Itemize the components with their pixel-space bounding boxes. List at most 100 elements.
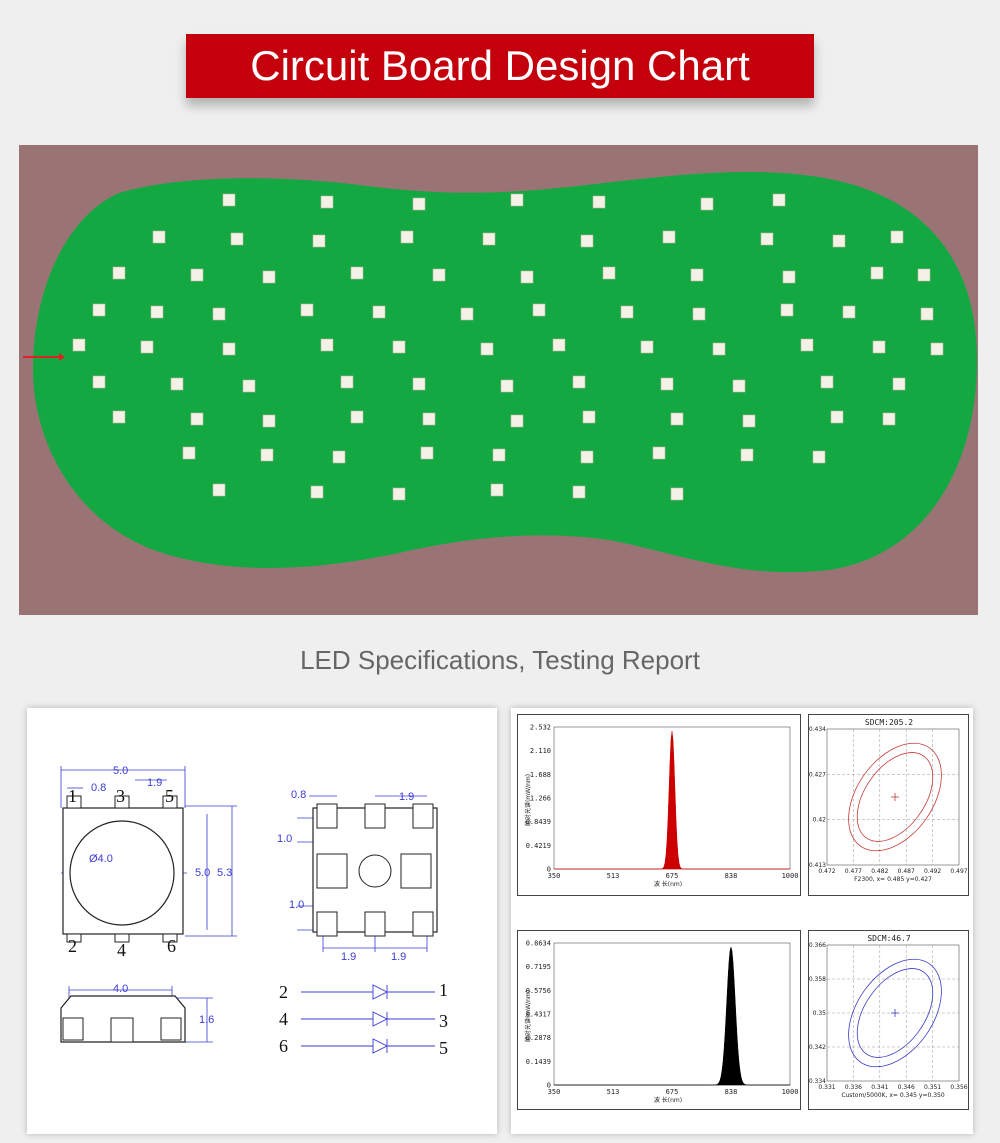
led-chip-icon: [620, 305, 634, 319]
dim-pad-gap: 1.9: [399, 791, 414, 803]
led-chip-icon: [320, 338, 334, 352]
x-tick-label: 0.351: [924, 1084, 941, 1091]
dim-height-outer: 5.3: [217, 867, 232, 879]
led-chip-icon: [150, 305, 164, 319]
y-tick-label: 0.1439: [526, 1058, 551, 1066]
led-chip-icon: [920, 307, 934, 321]
page-title: Circuit Board Design Chart: [250, 42, 750, 89]
led-chip-icon: [92, 375, 106, 389]
dim-pad-width: 0.8: [291, 789, 306, 801]
diode-icon: [372, 1011, 389, 1027]
led-chip-icon: [420, 446, 434, 460]
led-chip-icon: [580, 450, 594, 464]
x-tick-label: 350: [548, 1088, 561, 1096]
dim-side-height: 1.6: [199, 1014, 214, 1026]
pcb-image: [19, 145, 978, 615]
x-tick-label: 675: [666, 1088, 679, 1096]
y-tick-label: 0.4317: [526, 1011, 551, 1019]
diode-icon: [372, 984, 389, 1000]
led-chip-icon: [712, 342, 726, 356]
led-chip-icon: [782, 270, 796, 284]
led-chip-icon: [400, 230, 414, 244]
x-tick-label: 838: [725, 1088, 738, 1096]
led-chip-icon: [312, 234, 326, 248]
y-tick-label: 0.5756: [526, 987, 551, 995]
y-tick-label: 0.35: [813, 1010, 827, 1017]
led-chip-icon: [212, 307, 226, 321]
led-chip-icon: [582, 410, 596, 424]
chromaticity-plot: SDCM:46.7 0.366 0.358 0.35 0.342 0.334 0.331 0.…: [808, 930, 969, 1110]
led-chip-icon: [222, 193, 236, 207]
led-chip-icon: [262, 270, 276, 284]
macadam-ellipse: [848, 742, 942, 852]
chroma-footer: Custom/5000K, x= 0.345 y=0.350: [841, 1092, 945, 1099]
spectrum-peak: [554, 730, 790, 870]
led-chip-icon: [892, 377, 906, 391]
led-chip-icon: [572, 485, 586, 499]
dim-pin-pitch: 0.8: [91, 782, 106, 794]
led-chip-icon: [222, 342, 236, 356]
x-tick-label: 0.341: [871, 1084, 888, 1091]
x-tick-label: 0.336: [845, 1084, 862, 1091]
led-chip-icon: [460, 307, 474, 321]
pin-label: 5: [165, 786, 174, 806]
x-tick-label: 0.472: [818, 868, 835, 875]
led-chip-icon: [700, 197, 714, 211]
led-chip-icon: [842, 305, 856, 319]
led-chip-icon: [492, 448, 506, 462]
led-chip-icon: [140, 340, 154, 354]
y-tick-label: 0.7195: [526, 963, 551, 971]
led-chip-icon: [572, 375, 586, 389]
led-chip-icon: [640, 340, 654, 354]
x-tick-label: 0.331: [818, 1084, 835, 1091]
x-tick-label: 0.487: [898, 868, 915, 875]
led-chip-icon: [490, 483, 504, 497]
spectrum-plot: 2.532 2.110 1.688 1.266 0.8439 0.4219 0 350 513 6…: [517, 714, 801, 896]
led-chip-icon: [510, 193, 524, 207]
y-tick-label: 0.42: [813, 817, 827, 824]
y-tick-label: 0.413: [809, 862, 826, 869]
led-chip-icon: [580, 234, 594, 248]
pin-label: 4: [117, 940, 126, 960]
y-tick-label: 0.334: [809, 1078, 826, 1085]
y-tick-label: 0.4219: [526, 842, 551, 850]
x-tick-label: 0.482: [871, 868, 888, 875]
led-chip-icon: [262, 414, 276, 428]
x-tick-label: 513: [607, 872, 620, 880]
x-tick-label: 1000: [782, 1088, 799, 1096]
macadam-ellipse: [856, 968, 934, 1058]
led-chip-icon: [742, 414, 756, 428]
led-chip-icon: [242, 379, 256, 393]
dim-pad-gap-bottom: 1.9: [341, 951, 356, 963]
led-chip-icon: [882, 412, 896, 426]
dim-pad-gap-bottom: 1.9: [391, 951, 406, 963]
led-chip-icon: [482, 232, 496, 246]
led-chip-icon: [212, 483, 226, 497]
led-chip-icon: [917, 268, 931, 282]
dim-pad-height-top: 1.0: [277, 833, 292, 845]
cathode-label: 3: [439, 1011, 448, 1031]
x-tick-label: 0.477: [845, 868, 862, 875]
y-tick-label: 0.2878: [526, 1034, 551, 1042]
led-chip-icon: [870, 266, 884, 280]
led-chip-icon: [480, 342, 494, 356]
led-chip-icon: [760, 232, 774, 246]
led-chip-icon: [780, 303, 794, 317]
led-chip-icon: [350, 410, 364, 424]
page-title-banner: Circuit Board Design Chart: [186, 34, 814, 98]
led-chip-icon: [182, 446, 196, 460]
chroma-title: SDCM:46.7: [867, 934, 911, 943]
y-tick-label: 0.342: [809, 1044, 826, 1051]
section-subtitle: LED Specifications, Testing Report: [300, 645, 700, 675]
pin-label: 1: [68, 786, 77, 806]
x-tick-label: 0.497: [950, 868, 967, 875]
led-chip-icon: [670, 487, 684, 501]
y-tick-label: 2.532: [530, 724, 551, 732]
led-chip-icon: [510, 414, 524, 428]
spectrum-peak: [554, 946, 790, 1086]
led-chip-icon: [820, 375, 834, 389]
dim-side-width: 4.0: [113, 983, 128, 995]
dim-pin-gap: 1.9: [147, 777, 162, 789]
